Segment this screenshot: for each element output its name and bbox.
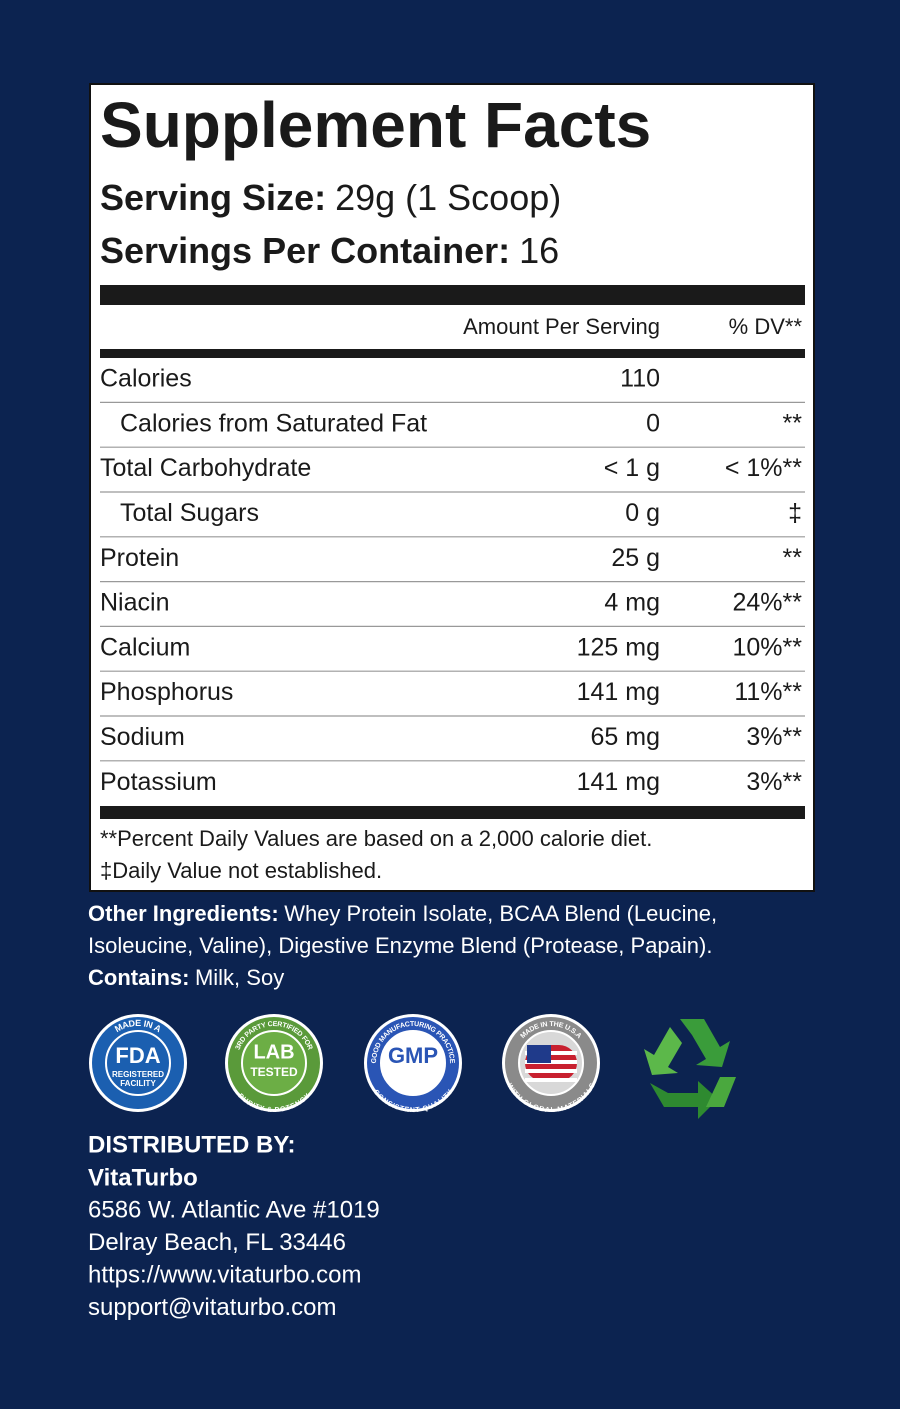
distributor-line: support@vitaturbo.com [88,1294,336,1321]
nutrient-name: Calories [100,365,192,393]
nutrient-dv: 3%** [746,723,802,751]
column-header: % DV** [729,314,803,339]
label-bold: Other Ingredients: [88,901,279,926]
label-bold: Contains: [88,965,189,990]
nutrient-dv: 10%** [733,633,803,661]
label-bold: Servings Per Container: [100,230,510,271]
badge-inner [380,1030,446,1096]
nutrient-dv: 3%** [746,768,802,796]
contains: Contains: Milk, Soy [88,965,284,990]
other-ingredients: Isoleucine, Valine), Digestive Enzyme Bl… [88,933,712,958]
label-bold: Serving Size: [100,177,326,218]
panel-title: Supplement Facts [100,89,651,161]
nutrient-name: Total Carbohydrate [100,454,311,482]
distributor-label: DISTRIBUTED BY: [88,1131,296,1158]
flag-canton [527,1045,551,1063]
nutrient-name: Calories from Saturated Fat [120,409,427,437]
badge-sub-text: FACILITY [120,1079,156,1088]
nutrient-amount: 0 g [625,499,660,527]
nutrient-dv: ** [783,409,803,437]
flag-stripe [525,1078,577,1082]
nutrient-dv: ‡ [788,499,802,527]
thick-rule [100,806,805,819]
nutrient-name: Calcium [100,633,190,661]
distributor-line: 6586 W. Atlantic Ave #1019 [88,1196,380,1223]
servings-per-container: Servings Per Container: 16 [100,230,559,271]
nutrient-name: Potassium [100,768,217,796]
badge-inner [241,1030,307,1096]
label-text: Whey Protein Isolate, BCAA Blend (Leucin… [284,901,717,926]
nutrient-amount: 65 mg [591,723,660,751]
other-ingredients: Other Ingredients: Whey Protein Isolate, … [88,901,717,926]
footnote: ‡Daily Value not established. [100,858,382,883]
recycle-icon [644,1019,736,1119]
nutrient-amount: 0 [646,409,660,437]
nutrient-amount: 125 mg [577,633,660,661]
distributor-name: VitaTurbo [88,1164,198,1191]
nutrient-dv: ** [783,544,803,572]
facts-panel [89,83,815,892]
badge-inner [105,1030,171,1096]
badge-main-text: TESTED [250,1065,298,1079]
label-text: Milk, Soy [195,965,284,990]
badge-sub-text: REGISTERED [112,1070,164,1079]
nutrient-name: Protein [100,544,179,572]
nutrient-name: Total Sugars [120,499,259,527]
nutrient-name: Sodium [100,723,185,751]
nutrient-name: Niacin [100,589,169,617]
nutrient-amount: 141 mg [577,768,660,796]
nutrient-amount: 110 [620,365,660,393]
label-text: 16 [519,230,559,271]
nutrient-name: Phosphorus [100,678,233,706]
badge-main-text: GMP [388,1043,438,1068]
distributor-line: https://www.vitaturbo.com [88,1261,361,1288]
column-header: Amount Per Serving [463,314,660,339]
nutrient-dv: 24%** [733,589,803,617]
nutrient-amount: 25 g [611,544,660,572]
medium-rule [100,349,805,358]
serving-size: Serving Size: 29g (1 Scoop) [100,177,561,218]
label-text: 29g (1 Scoop) [335,177,561,218]
badge-main-text: LAB [253,1041,294,1063]
thick-rule [100,285,805,305]
badge-main-text: FDA [115,1043,160,1068]
nutrient-amount: 141 mg [577,678,660,706]
distributor-line: Delray Beach, FL 33446 [88,1229,346,1256]
nutrient-amount: 4 mg [604,589,660,617]
nutrient-dv: < 1%** [725,454,802,482]
nutrient-amount: < 1 g [604,454,660,482]
flag-stripe [525,1069,577,1073]
nutrient-dv: 11%** [734,678,802,706]
footnote: **Percent Daily Values are based on a 2,… [100,826,652,851]
